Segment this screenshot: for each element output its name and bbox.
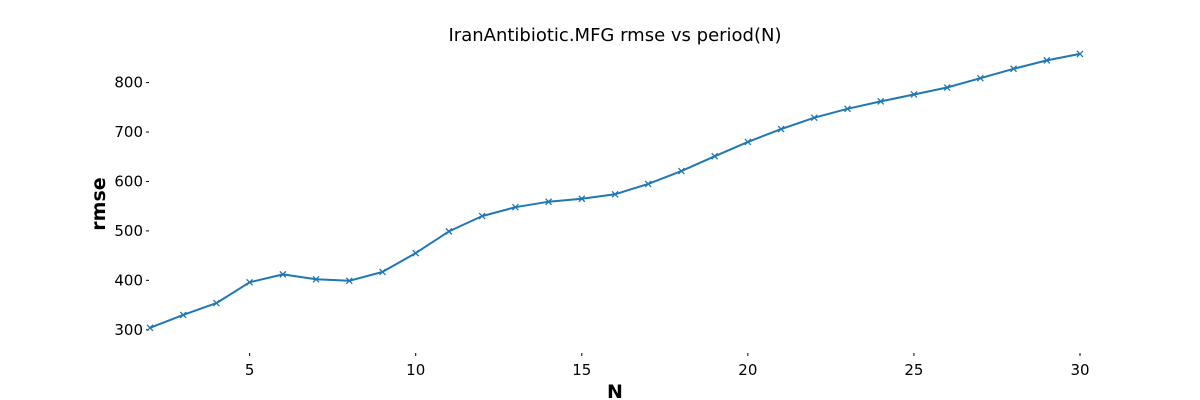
x-tick-label: 20 xyxy=(738,361,757,379)
data-point xyxy=(478,212,486,220)
data-point xyxy=(511,203,519,211)
data-point xyxy=(810,114,818,122)
data-point xyxy=(246,278,254,286)
x-tick-label: 30 xyxy=(1070,361,1089,379)
data-point xyxy=(1010,65,1018,73)
data-point xyxy=(445,227,453,235)
y-tick-label: 800 xyxy=(114,74,143,92)
y-tick-label: 500 xyxy=(114,222,143,240)
data-point xyxy=(1043,56,1051,64)
data-point xyxy=(379,268,386,276)
data-point xyxy=(877,97,885,105)
y-tick-label: 300 xyxy=(114,321,143,339)
x-tick-label: 25 xyxy=(904,361,923,379)
data-point xyxy=(545,198,553,206)
data-point xyxy=(711,152,719,160)
data-point xyxy=(844,105,851,113)
data-point xyxy=(943,84,951,92)
x-axis: 5 10 15 20 25 30 xyxy=(245,353,1090,379)
x-axis-label: N xyxy=(607,381,623,400)
x-tick-label: 10 xyxy=(406,361,425,379)
data-point xyxy=(312,275,320,283)
y-tick-label: 400 xyxy=(114,271,143,289)
data-point xyxy=(744,138,752,146)
data-point xyxy=(578,195,586,203)
data-point xyxy=(146,324,154,332)
data-point xyxy=(910,91,918,98)
data-point xyxy=(212,299,220,307)
data-point xyxy=(611,190,619,198)
data-point xyxy=(677,167,685,175)
chart-title: IranAntibiotic.MFG rmse vs period(N) xyxy=(449,25,782,46)
x-tick-label: 5 xyxy=(245,361,255,379)
data-point xyxy=(644,180,652,188)
data-point xyxy=(777,125,785,133)
data-point xyxy=(179,311,187,319)
data-point xyxy=(412,249,420,257)
data-point xyxy=(345,277,353,285)
y-axis: 300 400 500 600 700 800 xyxy=(114,74,149,339)
data-point xyxy=(279,270,287,278)
y-tick-label: 600 xyxy=(114,172,143,190)
data-point xyxy=(1076,50,1084,58)
series-markers xyxy=(146,50,1084,332)
x-tick-label: 15 xyxy=(572,361,591,379)
series-line xyxy=(149,52,1081,329)
y-tick-label: 700 xyxy=(114,123,143,141)
y-axis-label: rmse xyxy=(88,177,110,230)
data-point xyxy=(976,74,984,82)
